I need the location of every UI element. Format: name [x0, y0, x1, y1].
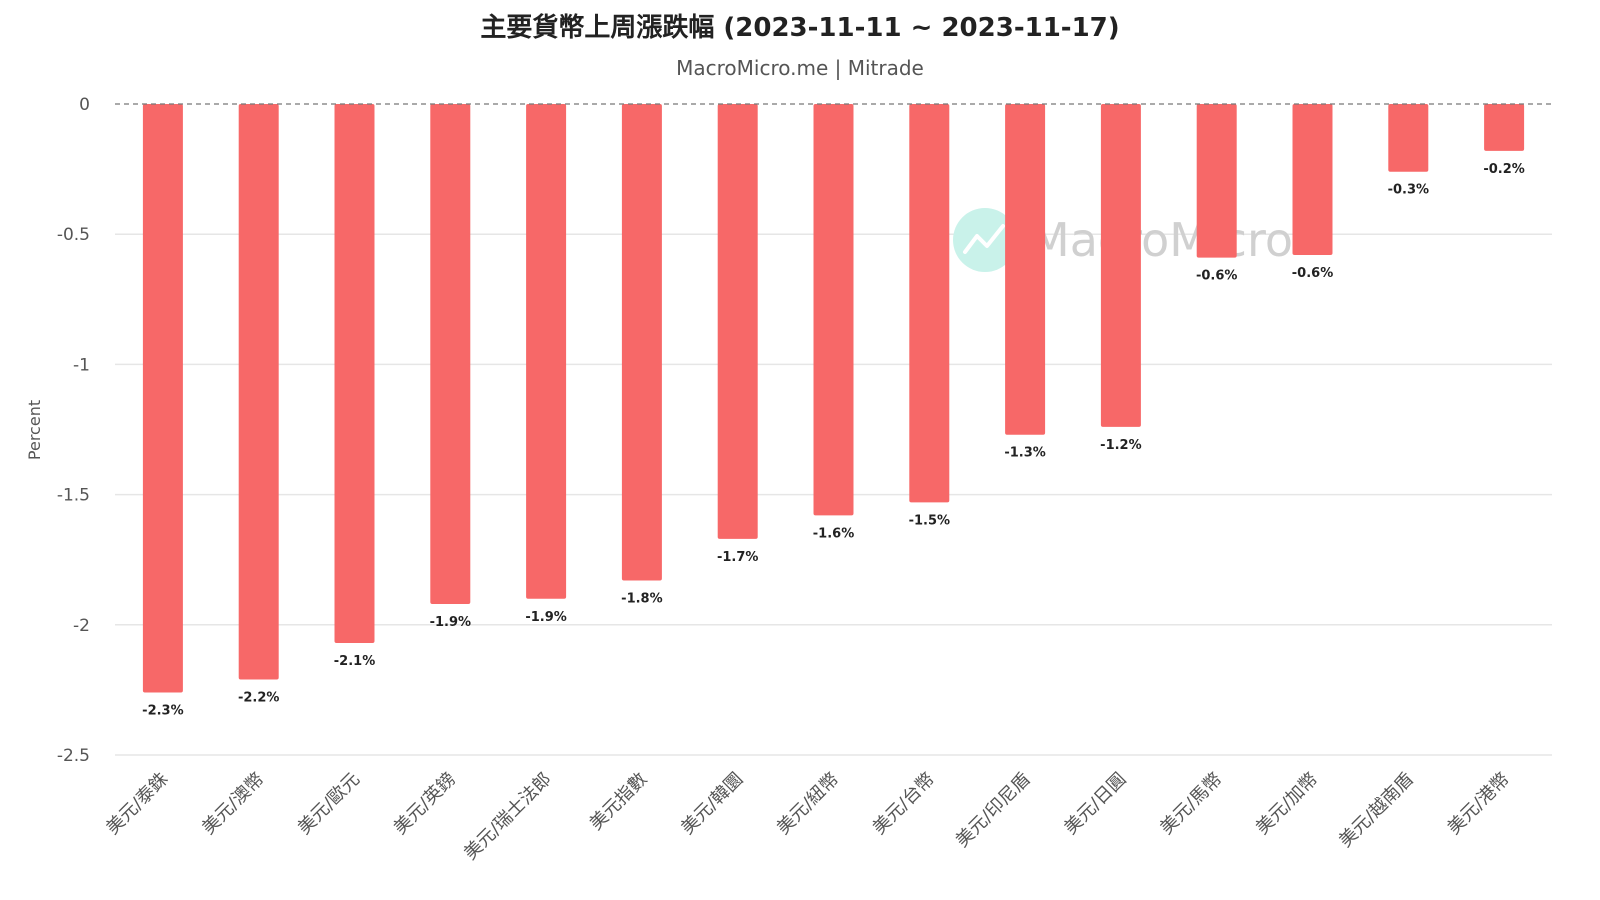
bar [1005, 104, 1046, 435]
data-label: -1.3% [1004, 446, 1045, 461]
y-tick-label: -1 [73, 355, 90, 375]
x-tick-label: 美元/歐元 [294, 769, 364, 839]
data-label: -1.9% [430, 615, 471, 630]
data-label: -0.6% [1196, 269, 1237, 284]
bar [1292, 104, 1333, 256]
data-label: -1.2% [1100, 438, 1141, 453]
bar [1388, 104, 1429, 172]
x-tick-label: 美元/紐幣 [773, 769, 843, 839]
data-label: -1.6% [813, 526, 854, 541]
data-labels: -2.3% -2.2% -2.1% -1.9% -1.9% -1.8% -1.7% -1.6%… [142, 162, 1525, 719]
data-label: -2.2% [238, 690, 279, 705]
data-label: -1.8% [621, 592, 662, 607]
data-label: -1.9% [525, 610, 566, 625]
x-tick-label: 美元/韓圜 [677, 769, 747, 839]
bar [1100, 104, 1141, 427]
x-tick-label: 美元/加幣 [1252, 769, 1322, 839]
bar [621, 104, 662, 581]
watermark-text: MacroMicro [1030, 213, 1293, 267]
data-label: -2.1% [334, 654, 375, 669]
x-axis-ticks: 美元/泰銖 美元/澳幣 美元/歐元 美元/英鎊 美元/瑞士法郎 美元指數 美元/韓圜 美元/紐… [102, 769, 1513, 865]
bar [142, 104, 183, 693]
x-tick-label: 美元/越南盾 [1335, 769, 1418, 852]
bar [430, 104, 471, 604]
y-tick-label: -0.5 [57, 225, 90, 245]
x-tick-label: 美元/港幣 [1444, 769, 1514, 839]
y-tick-label: -2 [73, 616, 90, 636]
data-label: -0.3% [1388, 183, 1429, 198]
y-tick-label: -1.5 [57, 486, 90, 506]
bar [1196, 104, 1237, 258]
y-tick-label: -2.5 [57, 746, 90, 766]
y-tick-label: 0 [79, 95, 90, 115]
chart-subtitle: MacroMicro.me | Mitrade [676, 56, 924, 80]
bar [526, 104, 567, 599]
x-tick-label: 美元/日圓 [1060, 769, 1130, 839]
watermark: MacroMicro [953, 208, 1293, 272]
x-tick-label: 美元/泰銖 [102, 769, 172, 839]
y-axis-ticks: 0 -0.5 -1 -1.5 -2 -2.5 [57, 95, 90, 766]
data-label: -0.2% [1483, 162, 1524, 177]
x-tick-label: 美元指數 [586, 769, 652, 835]
data-label: -0.6% [1292, 266, 1333, 281]
bar [334, 104, 375, 644]
bars [142, 104, 1525, 693]
data-label: -1.7% [717, 550, 758, 565]
x-tick-label: 美元/瑞士法郎 [460, 769, 556, 865]
x-tick-label: 美元/澳幣 [198, 769, 268, 839]
x-tick-label: 美元/英鎊 [390, 769, 460, 839]
data-label: -2.3% [142, 704, 183, 719]
trend-line-icon [963, 224, 1005, 254]
x-tick-label: 美元/台幣 [869, 769, 939, 839]
bar [813, 104, 854, 516]
bar [909, 104, 950, 503]
bar [238, 104, 279, 680]
chart-title: 主要貨幣上周漲跌幅 (2023-11-11 ~ 2023-11-17) [480, 12, 1119, 43]
bar [717, 104, 758, 539]
y-axis-label: Percent [25, 400, 44, 460]
watermark-circle [953, 208, 1017, 272]
bar [1484, 104, 1525, 151]
x-tick-label: 美元/馬幣 [1156, 769, 1226, 839]
data-label: -1.5% [909, 513, 950, 528]
x-tick-label: 美元/印尼盾 [952, 769, 1035, 852]
